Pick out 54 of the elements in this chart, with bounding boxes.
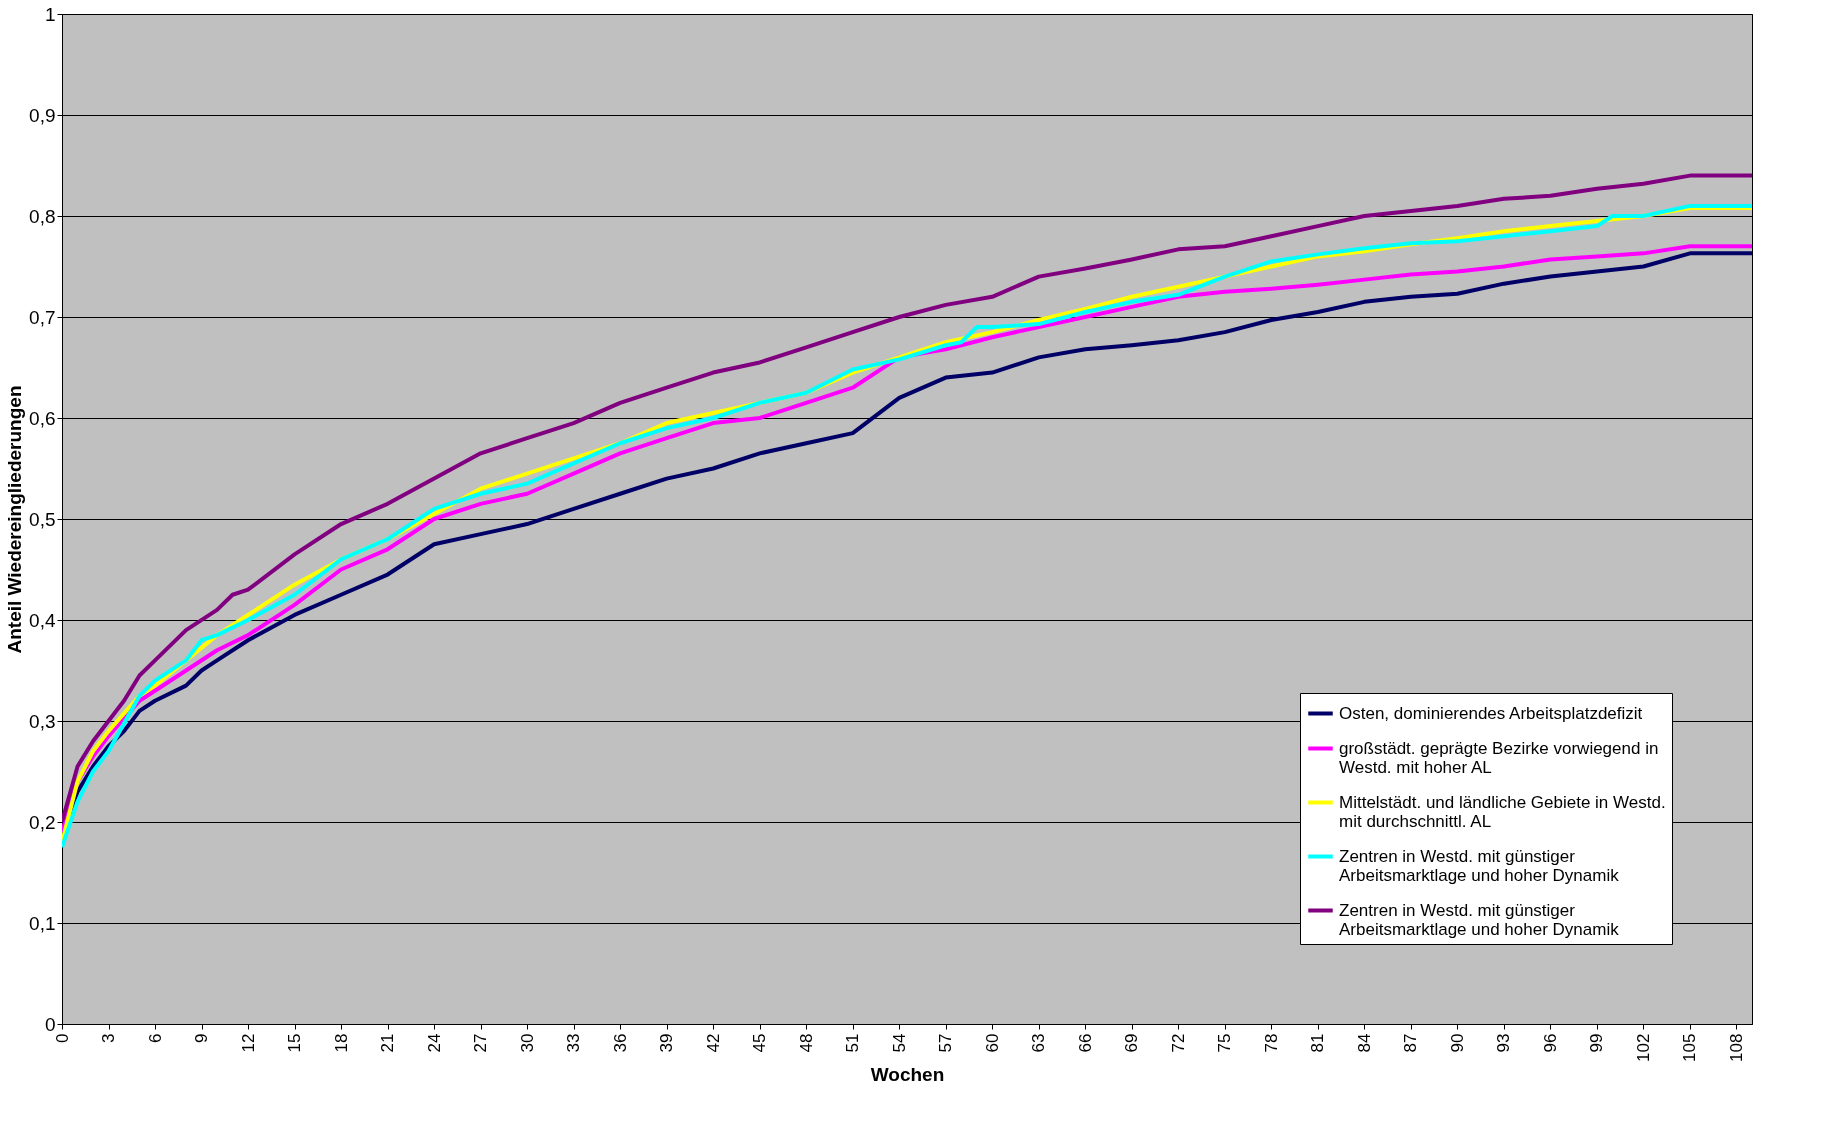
legend-label: großstädt. geprägte Bezirke vorwiegend in Westd. mit hoher AL bbox=[1339, 738, 1659, 777]
y-tick-label: 1 bbox=[44, 3, 56, 25]
x-tick-label: 30 bbox=[517, 1033, 537, 1053]
x-tick-label: 81 bbox=[1308, 1033, 1328, 1053]
x-tick-label: 27 bbox=[471, 1033, 491, 1053]
x-tick-label: 69 bbox=[1122, 1033, 1142, 1053]
x-tick-label: 18 bbox=[331, 1033, 351, 1053]
x-tick-label: 51 bbox=[843, 1033, 863, 1053]
y-axis-title: Anteil Wiedereingliederungen bbox=[4, 385, 26, 654]
x-tick-label: 57 bbox=[936, 1033, 956, 1053]
x-tick-label: 78 bbox=[1261, 1033, 1281, 1053]
x-tick-label: 102 bbox=[1633, 1033, 1653, 1062]
y-tick-label: 0,8 bbox=[29, 205, 56, 227]
x-tick-label: 15 bbox=[285, 1033, 305, 1053]
x-tick-label: 0 bbox=[52, 1033, 72, 1043]
x-tick-label: 66 bbox=[1075, 1033, 1095, 1053]
x-tick-label: 63 bbox=[1029, 1033, 1049, 1053]
x-tick-label: 87 bbox=[1401, 1033, 1421, 1053]
x-tick-label: 39 bbox=[657, 1033, 677, 1053]
x-tick-label: 90 bbox=[1447, 1033, 1467, 1053]
x-tick-label: 45 bbox=[750, 1033, 770, 1053]
y-tick-label: 0,1 bbox=[29, 912, 56, 934]
x-tick-label: 42 bbox=[703, 1033, 723, 1053]
x-tick-label: 33 bbox=[564, 1033, 584, 1053]
x-tick-label: 96 bbox=[1540, 1033, 1560, 1053]
x-tick-label: 3 bbox=[99, 1033, 119, 1043]
y-tick-label: 0,9 bbox=[29, 104, 56, 126]
y-tick-label: 0,7 bbox=[29, 306, 56, 328]
x-tick-label: 108 bbox=[1727, 1033, 1746, 1062]
y-tick-label: 0,2 bbox=[29, 811, 56, 833]
y-tick-label: 0,4 bbox=[29, 609, 56, 631]
x-tick-label: 6 bbox=[145, 1033, 165, 1043]
x-tick-label: 75 bbox=[1215, 1033, 1235, 1053]
x-tick-label: 12 bbox=[238, 1033, 258, 1053]
x-axis-title: Wochen bbox=[870, 1063, 945, 1085]
legend-label: Mittelstädt. und ländliche Gebiete in Westd. mit durchschnittl. AL bbox=[1339, 792, 1666, 831]
x-tick-label: 72 bbox=[1168, 1033, 1188, 1053]
y-tick-label: 0,5 bbox=[29, 508, 56, 530]
y-tick-label: 0,3 bbox=[29, 710, 56, 732]
legend-label: Zentren in Westd. mit günstiger Arbeitsmarktlage und hoher Dynamik bbox=[1339, 900, 1620, 939]
y-tick-label: 0,6 bbox=[29, 407, 56, 429]
x-tick-label: 99 bbox=[1587, 1033, 1607, 1053]
x-tick-label: 93 bbox=[1494, 1033, 1514, 1053]
x-tick-label: 105 bbox=[1680, 1033, 1700, 1062]
legend-label: Zentren in Westd. mit günstiger Arbeitsmarktlage und hoher Dynamik bbox=[1339, 846, 1620, 885]
x-tick-label: 9 bbox=[192, 1033, 212, 1043]
x-tick-label: 21 bbox=[378, 1033, 398, 1053]
x-tick-label: 36 bbox=[610, 1033, 630, 1053]
x-tick-label: 60 bbox=[982, 1033, 1002, 1053]
x-tick-label: 54 bbox=[889, 1033, 909, 1053]
x-tick-label: 24 bbox=[424, 1033, 444, 1053]
x-tick-label: 84 bbox=[1354, 1033, 1374, 1053]
legend-label: Osten, dominierendes Arbeitsplatzdefizit bbox=[1339, 703, 1643, 723]
x-tick-label: 48 bbox=[796, 1033, 816, 1053]
